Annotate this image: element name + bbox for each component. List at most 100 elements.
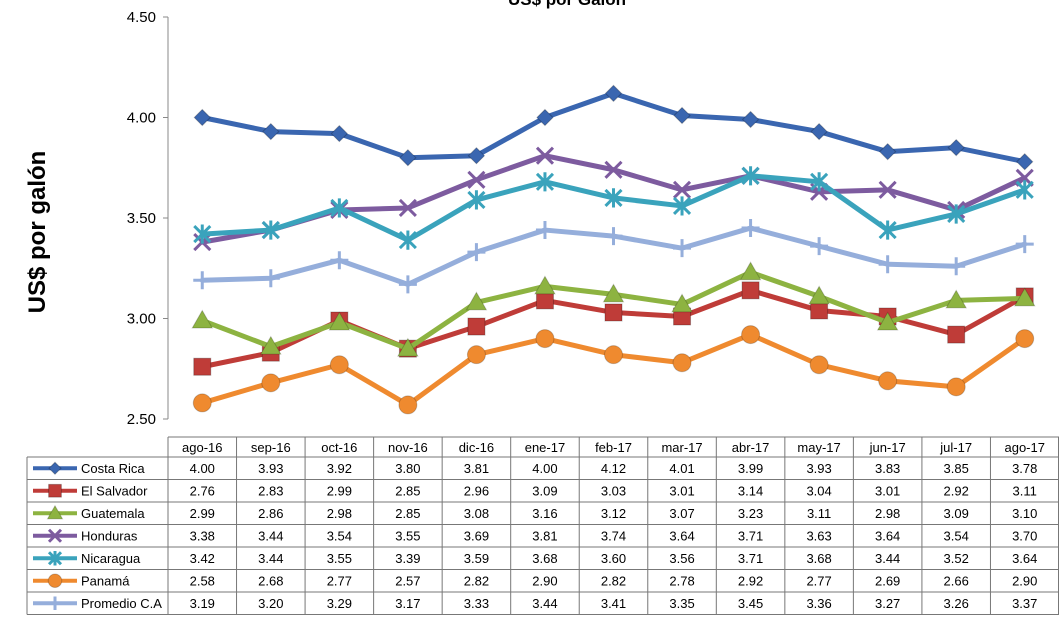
- data-point: [534, 275, 556, 295]
- data-point: [946, 377, 966, 397]
- table-cell-value: 3.44: [532, 596, 557, 611]
- data-point: [604, 345, 623, 365]
- table-cell-value: 2.99: [190, 506, 215, 521]
- series-panam-: [192, 325, 1035, 415]
- table-cell-value: 3.01: [669, 483, 694, 498]
- table-cell-value: 2.90: [1012, 573, 1037, 588]
- data-point: [741, 325, 761, 345]
- table-cell-value: 2.78: [669, 573, 694, 588]
- category-label: ago-16: [182, 440, 222, 455]
- data-point: [739, 261, 762, 281]
- table-cell-value: 3.52: [944, 551, 969, 566]
- table-cell-value: 2.96: [464, 483, 489, 498]
- data-point: [810, 237, 829, 256]
- data-point: [673, 106, 691, 125]
- y-axis: 2.50 3.00 3.50 4.00 4.50: [127, 9, 169, 428]
- legend-key: [33, 551, 77, 566]
- data-point: [741, 166, 760, 186]
- data-point: [947, 257, 966, 276]
- data-point: [878, 371, 898, 391]
- table-cell-value: 3.59: [464, 551, 489, 566]
- table-cell-value: 2.82: [464, 573, 489, 588]
- table-cell-value: 3.01: [875, 483, 900, 498]
- data-point: [535, 221, 554, 240]
- table-cell-value: 3.83: [875, 461, 900, 476]
- table-cell-value: 3.20: [258, 596, 283, 611]
- data-point: [193, 108, 211, 127]
- series-promedio-c-a: [193, 219, 1034, 294]
- y-tick-label: 3.00: [127, 311, 156, 328]
- table-cell-value: 2.92: [944, 483, 969, 498]
- table-cell-value: 3.64: [669, 528, 694, 543]
- table-cell-value: 3.93: [806, 461, 831, 476]
- data-point: [878, 180, 897, 199]
- data-point: [604, 303, 623, 322]
- legend-key: [33, 504, 77, 520]
- y-tick-label: 4.00: [127, 110, 156, 127]
- data-point: [262, 122, 280, 141]
- legend-label: Costa Rica: [81, 461, 145, 476]
- data-table: ago-16 sep-16 oct-16 nov-16 dic-16 ene-17 feb-…: [26, 436, 1059, 615]
- data-point: [398, 395, 418, 415]
- table-cell-value: 3.78: [1012, 461, 1037, 476]
- legend-label: Guatemala: [81, 506, 145, 521]
- data-point: [398, 230, 417, 250]
- table-cell-value: 3.12: [601, 506, 626, 521]
- data-point: [876, 311, 899, 331]
- table-cell-value: 2.85: [395, 506, 420, 521]
- table-cell-value: 3.44: [875, 551, 900, 566]
- legend-key: [33, 573, 77, 588]
- data-point: [535, 172, 555, 192]
- table-cell-value: 2.77: [327, 573, 352, 588]
- table-cell-value: 3.80: [395, 461, 420, 476]
- table-cell-value: 3.44: [258, 551, 283, 566]
- data-point: [535, 146, 555, 165]
- table-cell-value: 2.85: [395, 483, 420, 498]
- series-line: [199, 332, 1028, 408]
- table-cell-value: 3.04: [806, 483, 831, 498]
- data-point: [810, 301, 829, 320]
- table-cell-value: 2.77: [806, 573, 831, 588]
- table-cell-value: 3.11: [1013, 483, 1037, 498]
- data-point: [947, 204, 966, 224]
- table-cell-value: 3.14: [738, 483, 763, 498]
- data-point: [536, 108, 554, 127]
- table-cell-value: 3.16: [532, 506, 557, 521]
- legend-key: [33, 528, 77, 543]
- data-point: [535, 291, 554, 310]
- table-cell-value: 3.33: [464, 596, 489, 611]
- data-point: [330, 124, 349, 143]
- data-point: [465, 291, 488, 311]
- table-cell-value: 3.74: [601, 528, 626, 543]
- chart-title: US$ por Galón: [508, 0, 626, 9]
- y-axis-label: US$ por galón: [24, 151, 51, 314]
- table-cell-value: 2.76: [190, 483, 215, 498]
- data-point: [466, 345, 486, 365]
- category-label: feb-17: [595, 440, 632, 455]
- table-cell-value: 3.55: [327, 551, 352, 566]
- data-point: [261, 373, 281, 393]
- table-cell-value: 2.83: [258, 483, 283, 498]
- table-cell-value: 3.85: [944, 461, 969, 476]
- table-cell-value: 4.00: [532, 461, 557, 476]
- table-cell-value: 2.57: [395, 573, 420, 588]
- table-cell-value: 4.12: [601, 461, 626, 476]
- data-point: [602, 283, 625, 303]
- category-label: may-17: [797, 440, 840, 455]
- table-cell-value: 2.82: [601, 573, 626, 588]
- data-point: [329, 355, 349, 375]
- data-point: [1016, 153, 1034, 171]
- table-cell-value: 3.38: [190, 528, 215, 543]
- legend-label: Panamá: [81, 573, 130, 588]
- data-point: [259, 335, 282, 355]
- data-point: [672, 180, 692, 199]
- category-label: ene-17: [525, 440, 565, 455]
- table-cell-value: 3.56: [669, 551, 694, 566]
- table-cell-value: 4.00: [190, 461, 215, 476]
- table-cell-value: 4.01: [669, 461, 694, 476]
- category-label: jun-17: [869, 440, 906, 455]
- data-point: [741, 281, 760, 300]
- data-point: [398, 275, 417, 294]
- table-cell-value: 3.07: [669, 506, 694, 521]
